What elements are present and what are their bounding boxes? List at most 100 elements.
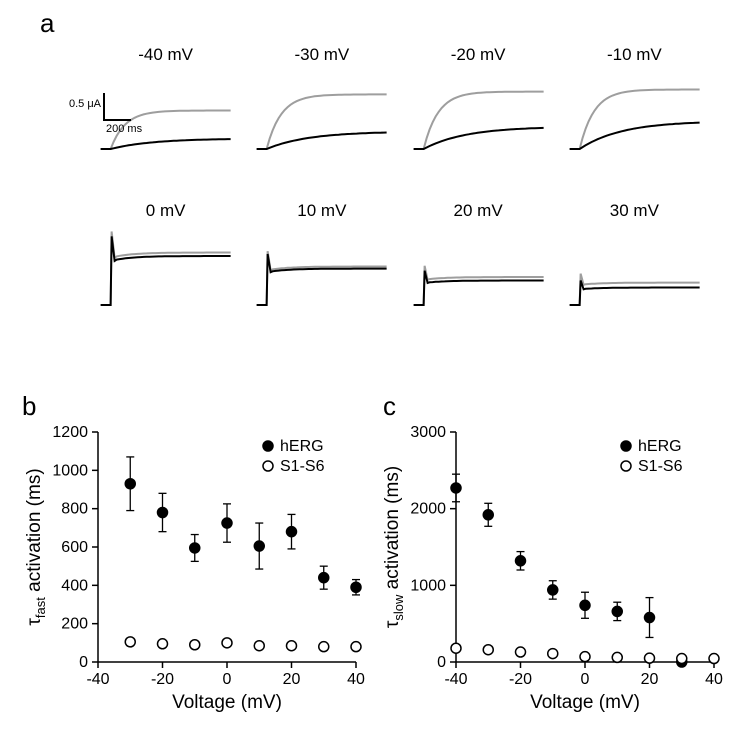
y-ticklabel: 2000 <box>410 501 446 518</box>
x-ticklabel: 40 <box>705 671 723 688</box>
trace-voltage-label: 30 mV <box>564 201 705 221</box>
trace-voltage-label: -30 mV <box>251 45 392 65</box>
data-point <box>677 654 687 664</box>
trace-svg <box>408 69 549 159</box>
legend-label: hERG <box>280 438 324 455</box>
trace-svg <box>564 225 705 315</box>
trace-black <box>101 236 231 305</box>
x-ticklabel: 20 <box>641 671 659 688</box>
y-axis-label: τfast activation (ms) <box>24 468 48 625</box>
data-point <box>580 600 590 610</box>
data-point <box>612 606 622 616</box>
data-point <box>612 652 622 662</box>
trace-gray <box>257 94 387 149</box>
x-ticklabel: 0 <box>223 671 232 688</box>
trace-voltage-label: -10 mV <box>564 45 705 65</box>
trace-gray <box>257 251 387 305</box>
trace-svg <box>408 225 549 315</box>
trace-cell: -40 mV0.5 μA200 ms <box>95 45 236 159</box>
data-point <box>158 508 168 518</box>
legend-marker <box>621 461 631 471</box>
data-point <box>451 643 461 653</box>
data-point <box>483 510 493 520</box>
trace-svg <box>251 225 392 315</box>
data-point <box>516 556 526 566</box>
data-point <box>222 638 232 648</box>
data-point <box>645 613 655 623</box>
data-point <box>548 585 558 595</box>
data-point <box>483 645 493 655</box>
data-point <box>645 653 655 663</box>
trace-voltage-label: 0 mV <box>95 201 236 221</box>
data-point <box>287 641 297 651</box>
panel-b-scatter: -40-2002040020040060080010001200Voltage … <box>20 420 370 720</box>
y-ticklabel: 3000 <box>410 424 446 441</box>
data-point <box>254 541 264 551</box>
trace-black <box>257 254 387 305</box>
x-ticklabel: -40 <box>444 671 467 688</box>
legend-label: S1-S6 <box>280 458 325 475</box>
data-point <box>548 649 558 659</box>
y-ticklabel: 400 <box>61 577 88 594</box>
trace-gray <box>569 90 699 150</box>
y-ticklabel: 0 <box>79 654 88 671</box>
x-axis-label: Voltage (mV) <box>172 692 282 713</box>
trace-gray <box>101 232 231 306</box>
y-axis-label: τslow activation (ms) <box>382 466 406 628</box>
trace-cell: -10 mV <box>564 45 705 159</box>
scalebar-y-label: 0.5 μA <box>69 98 101 110</box>
y-ticklabel: 0 <box>437 654 446 671</box>
data-point <box>190 640 200 650</box>
x-ticklabel: -20 <box>151 671 174 688</box>
trace-black <box>413 271 543 305</box>
scalebar-vertical <box>103 93 105 119</box>
data-point <box>351 582 361 592</box>
data-point <box>319 642 329 652</box>
x-axis-label: Voltage (mV) <box>530 692 640 713</box>
data-point <box>222 518 232 528</box>
y-ticklabel: 200 <box>61 616 88 633</box>
data-point <box>287 527 297 537</box>
data-point <box>125 637 135 647</box>
x-ticklabel: 20 <box>283 671 301 688</box>
data-point <box>351 642 361 652</box>
scalebar-horizontal <box>103 119 131 121</box>
trace-voltage-label: 10 mV <box>251 201 392 221</box>
trace-gray <box>413 266 543 305</box>
trace-voltage-label: 20 mV <box>408 201 549 221</box>
data-point <box>451 483 461 493</box>
scalebar-x-label: 200 ms <box>106 123 142 135</box>
x-ticklabel: -20 <box>509 671 532 688</box>
trace-svg <box>95 225 236 315</box>
data-point <box>254 641 264 651</box>
y-ticklabel: 600 <box>61 539 88 556</box>
legend-label: hERG <box>638 438 682 455</box>
data-point <box>580 652 590 662</box>
trace-grid: -40 mV0.5 μA200 ms -30 mV -20 mV -10 mV 0 mV… <box>95 45 705 315</box>
data-point <box>125 479 135 489</box>
trace-black <box>413 128 543 149</box>
panel-b-label: b <box>22 391 36 422</box>
trace-cell: -20 mV <box>408 45 549 159</box>
data-point <box>319 573 329 583</box>
y-ticklabel: 1000 <box>410 577 446 594</box>
trace-cell: 10 mV <box>251 201 392 315</box>
panel-c-scatter: -40-20020400100020003000Voltage (mV)τslo… <box>378 420 728 720</box>
trace-voltage-label: -40 mV <box>95 45 236 65</box>
trace-cell: 0 mV <box>95 201 236 315</box>
panel-a-label: a <box>40 8 54 39</box>
trace-svg <box>251 69 392 159</box>
trace-svg <box>95 69 236 159</box>
panel-c-label: c <box>383 391 396 422</box>
data-point <box>190 543 200 553</box>
trace-gray <box>413 92 543 149</box>
legend-marker <box>263 461 273 471</box>
y-ticklabel: 1000 <box>52 462 88 479</box>
legend-marker <box>621 441 631 451</box>
trace-svg <box>564 69 705 159</box>
trace-black <box>569 123 699 149</box>
trace-cell: 20 mV <box>408 201 549 315</box>
y-ticklabel: 1200 <box>52 424 88 441</box>
data-point <box>516 647 526 657</box>
data-point <box>158 639 168 649</box>
